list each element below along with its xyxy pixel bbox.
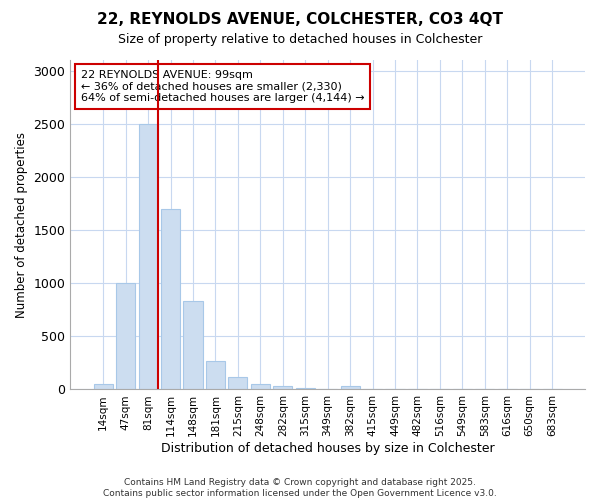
Bar bbox=[184, 301, 203, 390]
Y-axis label: Number of detached properties: Number of detached properties bbox=[15, 132, 28, 318]
Bar bbox=[318, 389, 337, 390]
Bar bbox=[251, 384, 270, 390]
Text: Contains HM Land Registry data © Crown copyright and database right 2025.
Contai: Contains HM Land Registry data © Crown c… bbox=[103, 478, 497, 498]
Bar bbox=[296, 388, 315, 390]
Bar bbox=[229, 376, 247, 390]
Bar bbox=[206, 361, 225, 390]
X-axis label: Distribution of detached houses by size in Colchester: Distribution of detached houses by size … bbox=[161, 442, 494, 455]
Bar bbox=[363, 389, 382, 390]
Bar bbox=[161, 209, 180, 390]
Bar bbox=[341, 386, 359, 390]
Bar bbox=[273, 386, 292, 390]
Bar bbox=[116, 283, 135, 390]
Bar bbox=[94, 384, 113, 390]
Bar bbox=[139, 124, 158, 390]
Text: Size of property relative to detached houses in Colchester: Size of property relative to detached ho… bbox=[118, 32, 482, 46]
Text: 22, REYNOLDS AVENUE, COLCHESTER, CO3 4QT: 22, REYNOLDS AVENUE, COLCHESTER, CO3 4QT bbox=[97, 12, 503, 28]
Text: 22 REYNOLDS AVENUE: 99sqm
← 36% of detached houses are smaller (2,330)
64% of se: 22 REYNOLDS AVENUE: 99sqm ← 36% of detac… bbox=[80, 70, 364, 103]
